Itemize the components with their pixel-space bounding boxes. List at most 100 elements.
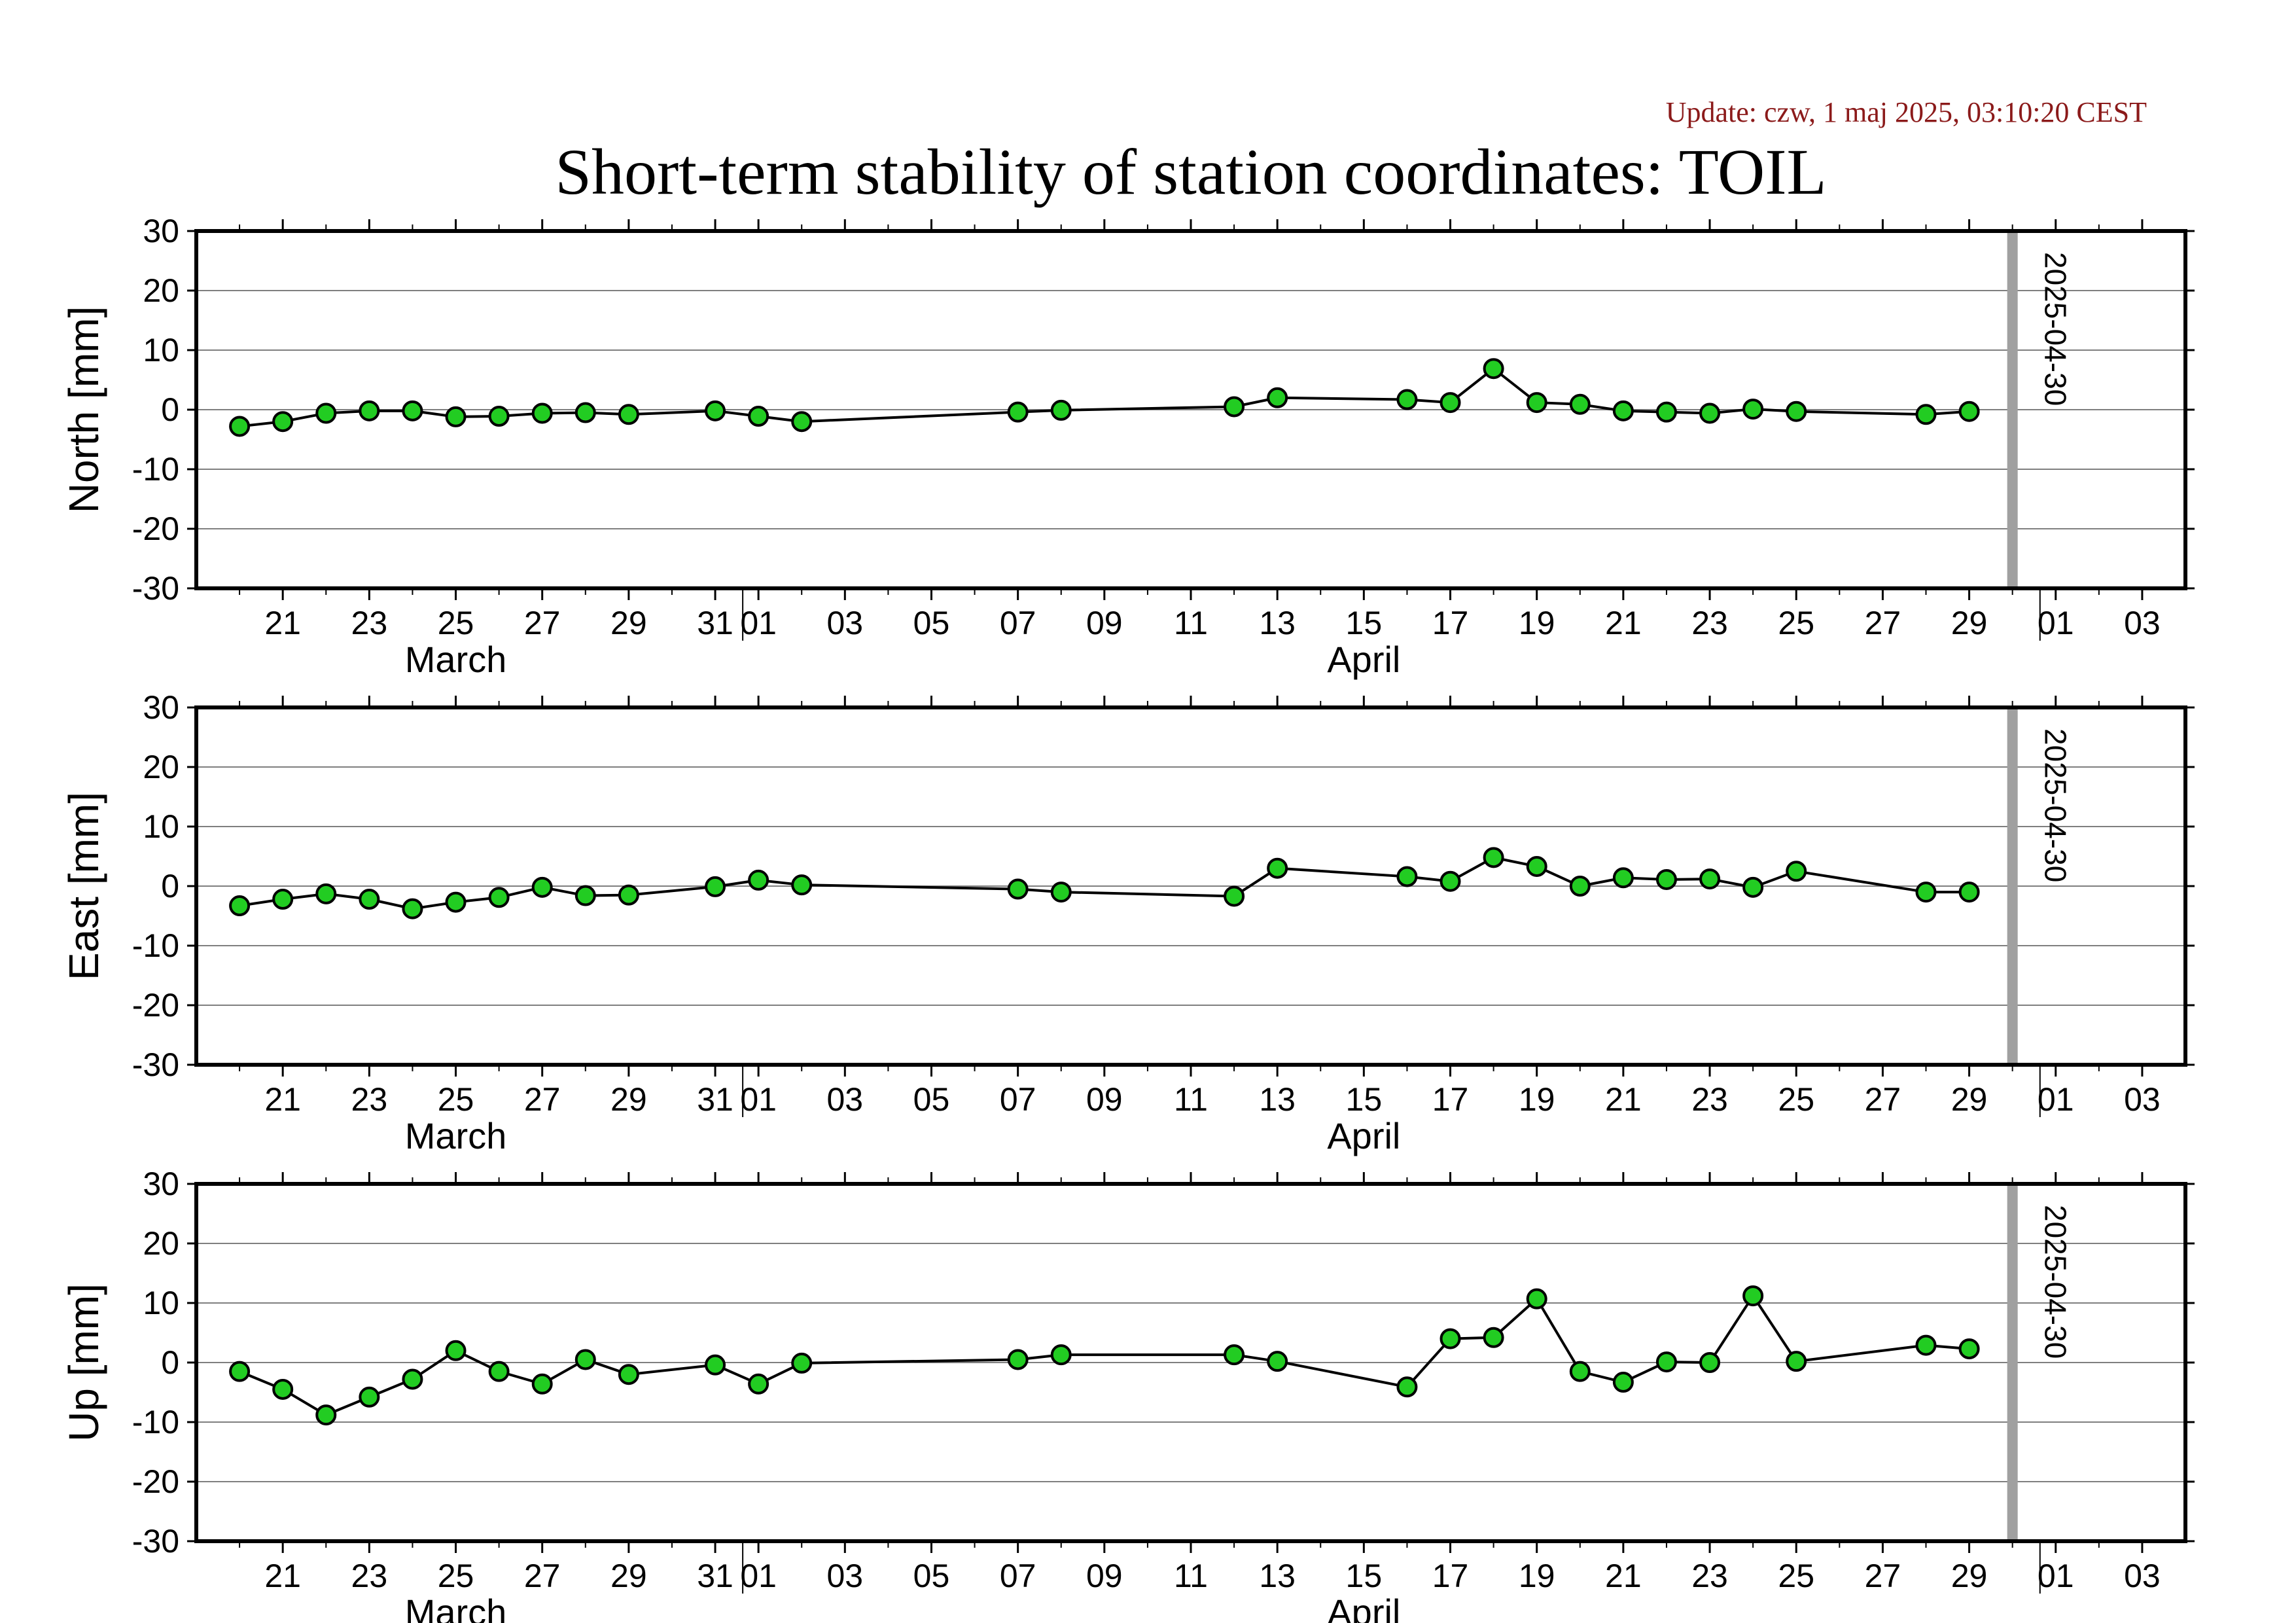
x-tick-label: 31 bbox=[697, 605, 733, 641]
data-point bbox=[1786, 861, 1807, 882]
data-point bbox=[488, 406, 510, 427]
month-label: April bbox=[1327, 1592, 1400, 1623]
y-tick-label: -10 bbox=[132, 927, 179, 964]
data-point bbox=[1439, 392, 1461, 414]
x-tick-label: 21 bbox=[264, 1558, 301, 1594]
data-point bbox=[272, 411, 294, 433]
data-point bbox=[1050, 1344, 1072, 1366]
y-tick-label: -10 bbox=[132, 1404, 179, 1440]
x-tick-label: 25 bbox=[438, 605, 474, 641]
data-point bbox=[748, 869, 769, 891]
x-tick-label: 21 bbox=[1605, 1558, 1642, 1594]
data-point bbox=[272, 889, 294, 910]
x-tick-label: 29 bbox=[610, 1081, 647, 1118]
data-point bbox=[1655, 1351, 1677, 1373]
data-point bbox=[574, 1349, 596, 1370]
data-point bbox=[1742, 399, 1764, 420]
x-tick-label: 27 bbox=[524, 1558, 561, 1594]
data-point bbox=[1396, 389, 1418, 410]
data-point bbox=[1526, 855, 1547, 877]
data-point bbox=[1612, 867, 1634, 889]
y-tick-label: 10 bbox=[143, 332, 179, 368]
update-timestamp: Update: czw, 1 maj 2025, 03:10:20 CEST bbox=[1665, 96, 2147, 128]
data-point bbox=[574, 402, 596, 423]
data-point bbox=[488, 1361, 510, 1382]
y-tick-label: 10 bbox=[143, 808, 179, 845]
data-point bbox=[791, 1352, 813, 1374]
x-tick-label: 03 bbox=[2124, 605, 2161, 641]
data-point bbox=[748, 406, 769, 427]
data-point bbox=[445, 406, 467, 427]
data-point bbox=[1483, 1327, 1504, 1348]
x-tick-label: 05 bbox=[913, 605, 950, 641]
data-point bbox=[272, 1378, 294, 1400]
x-tick-label: 31 bbox=[697, 1558, 733, 1594]
data-point bbox=[445, 891, 467, 913]
y-tick-label: -30 bbox=[132, 1523, 179, 1560]
data-point bbox=[1699, 402, 1721, 424]
x-tick-label: 17 bbox=[1432, 605, 1469, 641]
data-point bbox=[1224, 1344, 1245, 1366]
data-point bbox=[1742, 876, 1764, 898]
data-point bbox=[1050, 882, 1072, 903]
x-tick-label: 03 bbox=[2124, 1081, 2161, 1118]
x-tick-label: 23 bbox=[351, 1558, 388, 1594]
month-label: April bbox=[1327, 1115, 1400, 1156]
x-tick-label: 11 bbox=[1174, 605, 1208, 641]
data-point bbox=[531, 1373, 553, 1395]
x-tick-label: 23 bbox=[1691, 605, 1728, 641]
month-label: March bbox=[405, 1592, 507, 1623]
data-point bbox=[1483, 847, 1504, 868]
data-point bbox=[359, 400, 380, 421]
data-point bbox=[359, 889, 380, 910]
y-tick-label: 0 bbox=[161, 1344, 179, 1381]
data-point bbox=[1958, 401, 1980, 422]
data-point bbox=[1915, 882, 1937, 903]
x-tick-label: 29 bbox=[1951, 1558, 1988, 1594]
data-point bbox=[1915, 1334, 1937, 1356]
x-tick-label: 03 bbox=[2124, 1558, 2161, 1594]
data-point bbox=[1786, 1351, 1807, 1372]
x-tick-label: 21 bbox=[264, 605, 301, 641]
y-tick-label: 10 bbox=[143, 1285, 179, 1321]
data-point bbox=[402, 1368, 423, 1390]
x-tick-label: 03 bbox=[826, 605, 863, 641]
x-tick-label: 11 bbox=[1174, 1081, 1208, 1118]
data-point bbox=[618, 1364, 639, 1385]
chart-title: Short-term stability of station coordina… bbox=[555, 135, 1827, 208]
data-point bbox=[315, 883, 337, 904]
y-tick-label: 0 bbox=[161, 391, 179, 428]
x-tick-label: 01 bbox=[2038, 605, 2074, 641]
data-point bbox=[748, 1373, 769, 1395]
y-tick-label: 20 bbox=[143, 749, 179, 785]
data-point bbox=[618, 404, 639, 425]
data-point bbox=[791, 874, 813, 896]
x-tick-label: 25 bbox=[438, 1558, 474, 1594]
x-tick-label: 17 bbox=[1432, 1081, 1469, 1118]
plot-frame bbox=[194, 1182, 2187, 1543]
y-tick-label: -30 bbox=[132, 570, 179, 607]
data-point bbox=[1655, 401, 1677, 423]
data-point bbox=[1526, 392, 1547, 414]
data-point bbox=[1742, 1285, 1764, 1307]
y-axis-label: North [mm] bbox=[60, 306, 107, 513]
x-tick-label: 15 bbox=[1346, 1081, 1383, 1118]
x-tick-label: 01 bbox=[2038, 1558, 2074, 1594]
data-point bbox=[488, 887, 510, 908]
x-tick-label: 21 bbox=[1605, 605, 1642, 641]
x-tick-label: 25 bbox=[438, 1081, 474, 1118]
x-tick-label: 25 bbox=[1778, 1558, 1814, 1594]
data-point bbox=[229, 1361, 251, 1382]
x-tick-label: 29 bbox=[1951, 1081, 1988, 1118]
data-point bbox=[1224, 885, 1245, 907]
x-tick-label: 05 bbox=[913, 1558, 950, 1594]
x-tick-label: 15 bbox=[1346, 1558, 1383, 1594]
y-tick-label: 30 bbox=[143, 1166, 179, 1202]
x-tick-label: 07 bbox=[1000, 1081, 1036, 1118]
data-point bbox=[315, 1404, 337, 1426]
y-axis-label: Up [mm] bbox=[60, 1283, 107, 1442]
data-point bbox=[1958, 882, 1980, 903]
data-point bbox=[1655, 868, 1677, 890]
x-tick-label: 23 bbox=[1691, 1081, 1728, 1118]
